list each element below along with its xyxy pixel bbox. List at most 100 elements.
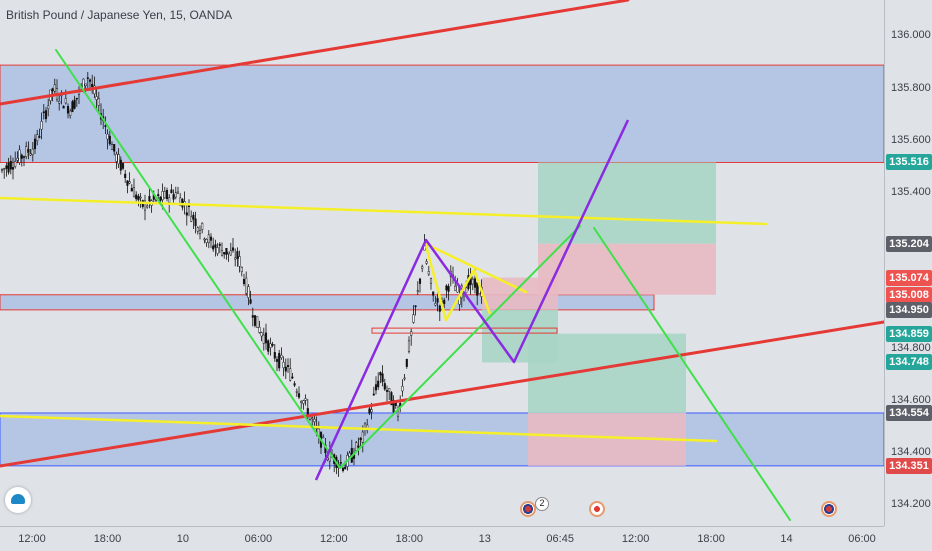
candle-body (223, 252, 226, 255)
candle-body (357, 445, 360, 448)
price-tick-label: 134.600 (891, 394, 931, 406)
candle-body (229, 250, 232, 256)
candle-body (126, 180, 129, 186)
candle-body (234, 257, 237, 260)
candle-body (249, 299, 252, 304)
candle-body (7, 162, 10, 173)
candle-body (443, 299, 446, 304)
candle-body (22, 156, 26, 158)
candle-body (278, 352, 281, 369)
candle-body (179, 197, 182, 206)
candle-body (240, 266, 243, 272)
candle-body (311, 417, 314, 420)
candle-body (231, 247, 235, 251)
candle-body (436, 298, 439, 303)
candle-body (110, 144, 114, 150)
price-tag: 134.950 (886, 301, 932, 318)
candle-body (3, 168, 6, 170)
candle-body (425, 261, 428, 264)
candle-body (262, 334, 265, 344)
candle-body (66, 106, 70, 114)
candle-body (236, 251, 239, 259)
candle-body (157, 194, 160, 196)
candle-body (396, 410, 400, 417)
candle-body (258, 326, 261, 333)
candle-body (207, 234, 210, 244)
candle-body (427, 271, 430, 275)
candle-body (355, 442, 358, 451)
japan-flag-icon[interactable] (589, 501, 605, 517)
yellow-zigzag (424, 245, 492, 322)
candle-body (300, 400, 303, 403)
price-tag: 134.748 (886, 354, 932, 371)
small-box (371, 327, 558, 334)
candle-body (379, 372, 382, 376)
price-axis[interactable]: 136.000 135.800 135.600 135.400 134.800 134.6… (884, 0, 932, 526)
candle-body (370, 409, 373, 413)
candle-body (383, 383, 386, 390)
uk-flag-icon[interactable] (821, 501, 837, 517)
candle-body (381, 373, 384, 383)
candle-body (205, 239, 208, 243)
candle-body (119, 159, 122, 171)
candle-body (11, 167, 15, 170)
price-tag: 134.859 (886, 325, 932, 342)
time-tick-label: 14 (780, 533, 793, 545)
candle-body (0, 169, 4, 171)
candle-body (372, 393, 375, 396)
candle-body (291, 376, 294, 379)
upper-zone (0, 64, 884, 163)
candle-body (196, 227, 199, 232)
candle-body (5, 165, 8, 169)
candle-body (322, 436, 325, 439)
candle-body (84, 83, 87, 87)
tradingview-logo-icon[interactable] (5, 487, 31, 513)
candle-body (284, 366, 287, 372)
candle-body (245, 277, 248, 294)
price-tag: 135.074 (886, 269, 932, 286)
zones-layer (0, 64, 884, 467)
candle-body (159, 196, 162, 201)
pattern-yellow-line (424, 242, 528, 294)
chart-title: British Pound / Japanese Yen, 15, OANDA (6, 8, 233, 22)
candle-body (163, 191, 166, 199)
candle-body (135, 194, 138, 200)
candle-body (256, 316, 259, 328)
candle-body (302, 400, 305, 404)
candle-body (51, 88, 54, 92)
candle-body (165, 189, 169, 199)
candle-body (31, 148, 34, 156)
candle-body (53, 84, 56, 92)
candle-body (194, 218, 197, 227)
candle-body (297, 393, 301, 398)
uk-flag-icon[interactable]: 2 (520, 497, 549, 517)
time-axis[interactable]: 12:00 18:00 10 06:00 12:00 18:00 13 06:45 12:00 1… (0, 526, 884, 551)
candle-body (220, 250, 224, 257)
price-tag: 135.516 (886, 154, 932, 171)
candle-body (344, 466, 347, 470)
candle-body (75, 97, 78, 100)
price-chart[interactable] (0, 0, 884, 526)
green-projection-down (593, 227, 791, 521)
candle-body (73, 99, 76, 109)
candle-body (212, 245, 215, 250)
candle-body (124, 173, 127, 178)
price-tick-label: 135.600 (891, 133, 931, 146)
price-tag: 134.554 (886, 404, 932, 421)
candle-body (36, 134, 39, 142)
candle-body (71, 101, 74, 113)
candle-body (348, 452, 351, 457)
candle-body (403, 377, 406, 380)
candle-body (27, 149, 30, 153)
candle-body (253, 315, 257, 326)
candle-body (40, 121, 43, 130)
second-target-zone (528, 333, 686, 413)
candle-body (225, 247, 228, 255)
candle-body (172, 194, 175, 200)
candle-body (190, 216, 193, 222)
candle-body (434, 303, 437, 306)
upper-trend-line (0, 0, 630, 106)
candle-body (238, 256, 241, 267)
candle-body (97, 98, 100, 106)
